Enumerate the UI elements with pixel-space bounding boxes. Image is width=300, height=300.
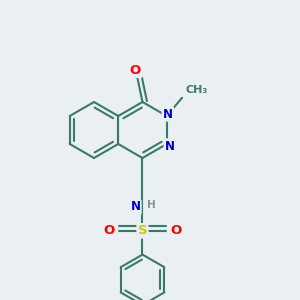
Text: H: H — [148, 200, 156, 210]
Text: O: O — [103, 224, 114, 237]
Text: N: N — [130, 200, 140, 214]
Text: O: O — [171, 224, 182, 237]
Text: N: N — [165, 140, 175, 152]
Text: CH₃: CH₃ — [185, 85, 207, 95]
Text: S: S — [138, 224, 147, 237]
Text: N: N — [163, 107, 173, 121]
Text: O: O — [130, 64, 141, 77]
